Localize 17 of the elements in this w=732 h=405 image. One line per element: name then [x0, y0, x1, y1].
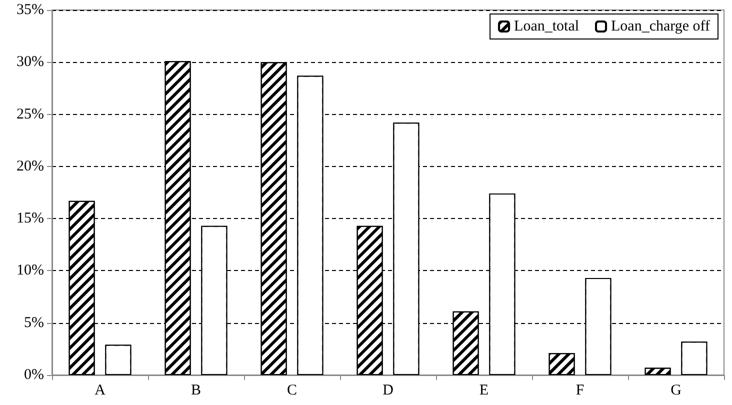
- legend-label: Loan_total: [514, 18, 580, 34]
- x-tick-label: A: [94, 382, 106, 398]
- y-tick-label: 35%: [16, 2, 44, 18]
- y-tick-label: 30%: [16, 54, 44, 70]
- y-tick-label: 10%: [16, 262, 44, 279]
- legend-label: Loan_charge off: [611, 18, 710, 34]
- x-tick-label: D: [382, 382, 394, 398]
- y-tick-label: 15%: [16, 210, 44, 227]
- x-tick-label: F: [576, 382, 584, 398]
- y-tick-label: 20%: [16, 158, 44, 174]
- y-tick-label: 25%: [16, 106, 44, 122]
- y-tick-label: 0%: [24, 367, 44, 383]
- y-tick-label: 5%: [24, 314, 44, 331]
- x-tick-label: G: [670, 382, 682, 398]
- x-tick-label: C: [286, 382, 298, 398]
- x-tick-label: B: [190, 382, 202, 398]
- x-tick-label: E: [479, 382, 489, 398]
